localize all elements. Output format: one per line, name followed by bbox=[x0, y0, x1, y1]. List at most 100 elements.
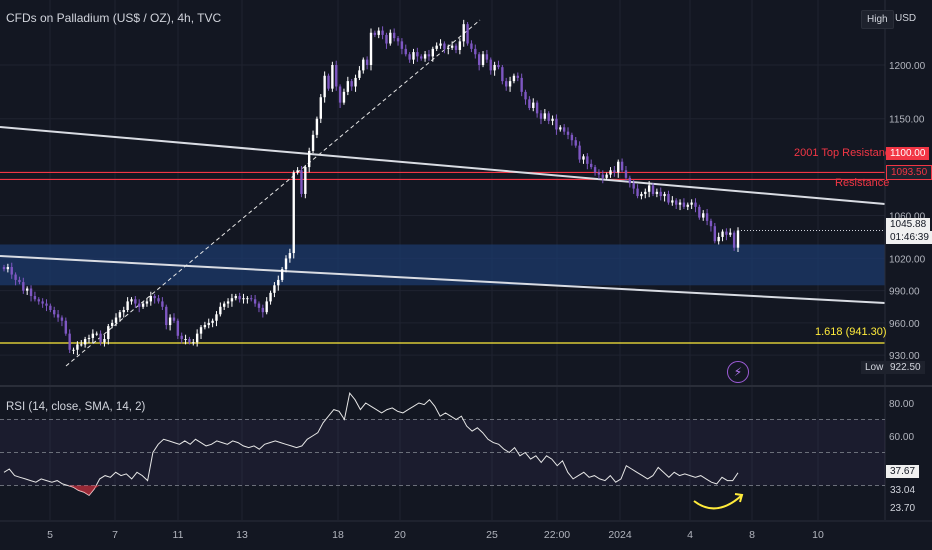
candle-body bbox=[362, 59, 365, 71]
candle-body bbox=[732, 232, 736, 248]
y-tick-label: 1060.00 bbox=[889, 211, 926, 222]
candle-body bbox=[319, 97, 322, 119]
candle-body bbox=[114, 317, 118, 323]
candle-body bbox=[211, 320, 214, 323]
candle-body bbox=[331, 65, 334, 89]
candle-body bbox=[543, 113, 547, 119]
candle-body bbox=[80, 344, 83, 346]
candle-body bbox=[87, 337, 91, 340]
candle-body bbox=[520, 77, 523, 92]
candle-body bbox=[141, 303, 145, 307]
candle-body bbox=[686, 204, 689, 207]
candle-body bbox=[29, 288, 33, 297]
candle-body bbox=[53, 310, 56, 315]
candle-body bbox=[37, 299, 40, 302]
candle-body bbox=[485, 54, 489, 60]
candle-body bbox=[83, 339, 87, 345]
candle-body bbox=[655, 191, 659, 194]
candle-body bbox=[547, 113, 550, 121]
candle-body bbox=[431, 48, 435, 57]
candle-body bbox=[489, 59, 492, 71]
high-toggle-button[interactable]: High bbox=[861, 10, 894, 29]
candle-body bbox=[145, 301, 149, 304]
candle-body bbox=[33, 296, 37, 300]
candle-body bbox=[257, 303, 261, 308]
candle-body bbox=[729, 232, 732, 235]
candle-body bbox=[242, 298, 245, 300]
current-price-tag: 1045.88 bbox=[886, 218, 931, 231]
candle-body bbox=[377, 30, 380, 35]
candle-body bbox=[717, 236, 720, 242]
candle-body bbox=[400, 41, 404, 49]
candle-body bbox=[412, 52, 415, 60]
candle-body bbox=[284, 258, 288, 270]
y-tick-label: 930.00 bbox=[889, 351, 920, 362]
candle-body bbox=[323, 75, 326, 98]
candle-body bbox=[300, 170, 303, 194]
candle-body bbox=[184, 339, 187, 341]
candle-body bbox=[690, 202, 693, 205]
candle-body bbox=[702, 213, 705, 218]
candle-body bbox=[709, 220, 713, 227]
candle-body bbox=[474, 48, 477, 55]
candle-body bbox=[153, 296, 156, 299]
candle-body bbox=[555, 118, 558, 130]
candle-body bbox=[234, 296, 237, 299]
candle-body bbox=[609, 170, 612, 175]
rsi-oversold-fill bbox=[67, 485, 100, 496]
candle-body bbox=[223, 303, 226, 307]
candle-body bbox=[458, 41, 462, 50]
x-tick-label: 2024 bbox=[608, 529, 632, 541]
candle-body bbox=[335, 65, 338, 87]
lower-trendline bbox=[0, 255, 886, 304]
candle-body bbox=[389, 32, 392, 44]
candle-body bbox=[725, 231, 728, 235]
candle-body bbox=[338, 86, 342, 103]
rsi-indicator-title: RSI (14, close, SMA, 14, 2) bbox=[6, 401, 146, 413]
candle-body bbox=[238, 296, 241, 300]
candle-body bbox=[45, 303, 48, 306]
candle-body bbox=[188, 339, 191, 343]
rsi-value-tag: 37.67 bbox=[886, 465, 920, 478]
bounce-arrow bbox=[693, 495, 742, 510]
currency-button[interactable]: USD bbox=[895, 13, 917, 24]
candle-body bbox=[373, 32, 377, 35]
candle-body bbox=[570, 134, 574, 141]
candle-body bbox=[219, 306, 222, 315]
candle-body bbox=[342, 91, 346, 103]
candle-body bbox=[76, 344, 79, 350]
candle-body bbox=[578, 145, 581, 160]
candle-body bbox=[22, 282, 25, 291]
candle-body bbox=[369, 32, 373, 65]
candle-body bbox=[168, 317, 172, 326]
candle-body bbox=[72, 349, 75, 351]
candle-body bbox=[2, 267, 6, 270]
rsi-sma-value-tag: 33.04 bbox=[886, 484, 920, 497]
x-tick-label: 13 bbox=[236, 529, 248, 541]
candle-body bbox=[161, 301, 164, 307]
y-tick-label: 960.00 bbox=[889, 319, 920, 330]
x-tick-label: 10 bbox=[812, 529, 824, 541]
bolt-icon[interactable]: ⚡ bbox=[727, 361, 749, 383]
candle-body bbox=[269, 292, 272, 302]
candle-body bbox=[454, 45, 458, 50]
candle-body bbox=[385, 34, 388, 44]
resistance-2-price-tag: 1093.50 bbox=[886, 165, 932, 180]
candle-body bbox=[628, 177, 632, 184]
candle-body bbox=[6, 267, 10, 270]
candle-body bbox=[617, 161, 620, 173]
candle-body bbox=[404, 48, 407, 55]
x-tick-label: 25 bbox=[486, 529, 498, 541]
candle-body bbox=[327, 75, 330, 89]
candle-countdown-tag: 01:46:39 bbox=[886, 231, 932, 244]
candle-body bbox=[392, 32, 396, 39]
candle-body bbox=[659, 191, 662, 197]
candle-body bbox=[230, 298, 234, 302]
candle-body bbox=[107, 326, 110, 340]
candle-body bbox=[582, 156, 585, 160]
candle-body bbox=[49, 305, 52, 311]
x-tick-label: 18 bbox=[332, 529, 344, 541]
candle-body bbox=[273, 285, 276, 293]
candle-body bbox=[416, 52, 419, 57]
